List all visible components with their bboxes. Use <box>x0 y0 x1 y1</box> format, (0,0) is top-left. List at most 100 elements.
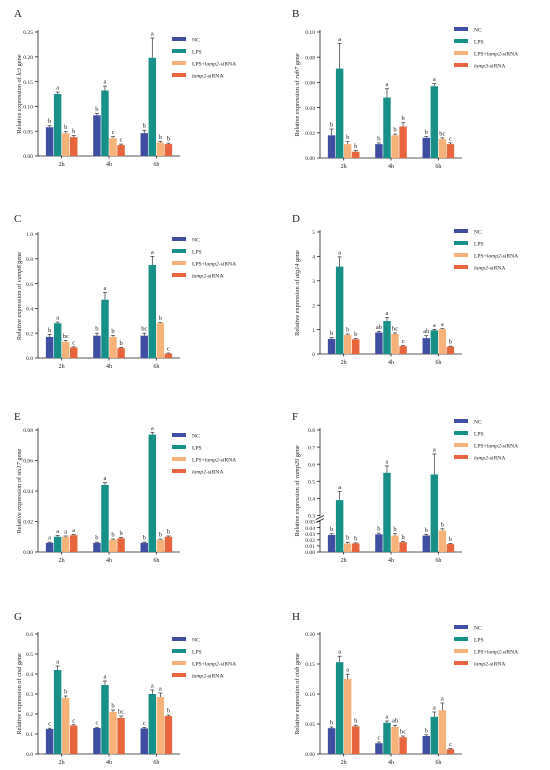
bar <box>70 725 78 754</box>
significance-letter: b <box>401 534 404 541</box>
x-tick-label: 4h <box>388 558 394 564</box>
significance-letter: b <box>95 106 98 113</box>
bar <box>156 142 165 156</box>
significance-letter: a <box>56 315 59 322</box>
significance-letter: c <box>143 720 146 727</box>
significance-letter: a <box>338 249 341 256</box>
y-tick-label: 0.00 <box>305 550 315 556</box>
y-tick-label: 0.6 <box>26 282 33 288</box>
axis-break-gap <box>316 516 324 521</box>
chart-panel-h: H 0.00 0.05 0.10 0.15 0.20 Relative expression… <box>292 611 518 766</box>
x-tick-label: 6h <box>435 164 441 170</box>
significance-letter: a <box>386 714 389 721</box>
y-axis-label: Relative expression of stx17 gene <box>16 448 23 533</box>
significance-letter: c <box>377 735 380 742</box>
bar <box>109 712 117 754</box>
legend-swatch <box>454 455 468 459</box>
legend-label: NC <box>192 238 200 244</box>
significance-letter: b <box>95 535 98 542</box>
significance-letter: a <box>104 285 107 292</box>
significance-letter: a <box>56 528 59 535</box>
legend-swatch <box>454 431 468 435</box>
legend-swatch <box>172 433 186 437</box>
bar <box>164 716 173 754</box>
bar <box>438 710 447 754</box>
legend-swatch <box>454 229 468 233</box>
bar <box>352 339 360 354</box>
significance-letter: b <box>354 535 357 542</box>
y-tick-label: 0.25 <box>23 30 33 36</box>
bar <box>383 97 391 158</box>
bar <box>101 484 109 552</box>
y-axis-label: Relative expression of atg14 gene <box>294 250 301 336</box>
legend-label: LPS+lamp2-siRNA <box>192 662 236 668</box>
x-tick-label: 2h <box>341 760 347 766</box>
significance-letter: c <box>48 721 51 728</box>
significance-letter: b <box>48 327 51 334</box>
significance-letter: a <box>56 659 59 666</box>
legend-label: LPS+lamp2-siRNA <box>192 458 236 464</box>
significance-letter: a <box>56 85 59 92</box>
significance-letter: b <box>167 708 170 715</box>
legend-label: LPS <box>192 50 202 56</box>
significance-letter: b <box>449 339 452 346</box>
bar <box>391 535 399 552</box>
legend-swatch <box>454 443 468 447</box>
legend-label: lamp2-siRNA <box>474 662 505 668</box>
significance-letter: b <box>449 536 452 543</box>
significance-letter: a <box>72 527 75 534</box>
bar <box>327 135 336 158</box>
legend-label: lamp3-siRNA <box>474 64 505 70</box>
bar <box>438 139 447 158</box>
bar <box>156 697 165 754</box>
bar <box>375 332 383 354</box>
y-tick-label: 0.5 <box>308 480 315 486</box>
x-tick-label: 2h <box>341 164 347 170</box>
legend-swatch <box>454 265 468 269</box>
chart-panel-g: G 0.0 0.1 0.2 0.3 0.4 0.5 0.6 Relative expressio… <box>14 611 236 766</box>
bar <box>343 543 352 552</box>
x-tick-label: 4h <box>106 162 112 168</box>
significance-letter: c <box>72 339 75 346</box>
x-tick-label: 6h <box>435 360 441 366</box>
bar <box>61 133 70 156</box>
significance-letter: ab <box>423 328 429 335</box>
bar <box>430 716 439 754</box>
y-tick-label: 0.00 <box>23 154 33 160</box>
significance-letter: b <box>64 689 67 696</box>
legend-swatch <box>172 37 186 41</box>
x-tick-label: 4h <box>106 558 112 564</box>
y-axis-label: Relative expression of ctsd gene <box>16 653 23 735</box>
bar <box>352 543 360 552</box>
significance-letter: c <box>112 129 115 136</box>
significance-letter: b <box>159 532 162 539</box>
legend-label: LPS+lamp2-siRNA <box>192 62 236 68</box>
bar <box>93 728 101 754</box>
y-tick-label: 0.4 <box>26 672 33 678</box>
x-tick-label: 6h <box>153 558 159 564</box>
chart-panel-f: F 0.000.010.020.030.040.050.3 0.4 0.5 0.6 0.7… <box>292 411 518 564</box>
legend-label: LPS <box>192 446 202 452</box>
bar <box>375 534 383 552</box>
significance-letter: a <box>151 30 154 37</box>
legend-swatch <box>172 673 186 677</box>
y-tick-label: 0.3 <box>308 514 315 520</box>
significance-letter: b <box>425 129 428 136</box>
significance-letter: bc <box>439 130 445 137</box>
y-tick-label: 0.4 <box>308 497 315 503</box>
significance-letter: bc <box>63 333 69 340</box>
y-tick-label: 0.00 <box>23 550 33 556</box>
significance-letter: b <box>393 127 396 134</box>
y-tick-label: 0.10 <box>305 30 315 36</box>
legend-swatch <box>454 649 468 653</box>
y-tick-label: 0.02 <box>23 520 33 526</box>
significance-letter: b <box>167 528 170 535</box>
y-tick-label: 0.01 <box>305 544 315 550</box>
legend-label: LPS <box>192 650 202 656</box>
legend-label: NC <box>192 638 200 644</box>
bar <box>335 500 344 552</box>
significance-letter: b <box>346 326 349 333</box>
chart-panel-d: D 0 1 2 3 4 5 Relative expression of atg14 gene… <box>292 213 518 366</box>
significance-letter: c <box>449 741 452 748</box>
